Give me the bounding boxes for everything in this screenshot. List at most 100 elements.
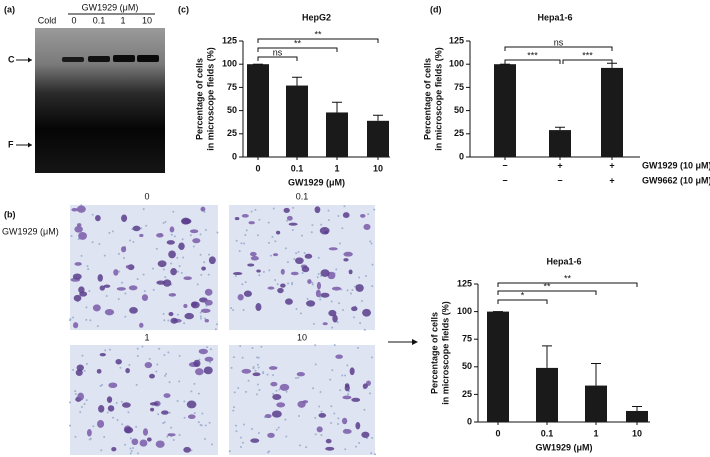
pore: [206, 346, 209, 349]
cell: [341, 417, 348, 425]
cell: [248, 221, 255, 225]
pore: [201, 412, 204, 415]
pore: [286, 219, 289, 222]
pore: [129, 437, 132, 440]
y-tick-label: 100: [222, 59, 237, 69]
pore: [358, 276, 361, 279]
pore: [155, 370, 158, 373]
pore: [299, 312, 302, 315]
pore: [244, 233, 247, 236]
pore: [245, 229, 248, 232]
cell: [183, 276, 192, 281]
cell: [86, 428, 92, 437]
cell: [125, 368, 130, 374]
x-axis-label: GW1929 (μM): [288, 177, 345, 187]
cell: [195, 368, 204, 376]
condition-sign: −: [502, 160, 507, 170]
pore: [164, 374, 167, 377]
pore: [204, 228, 207, 231]
pore: [314, 416, 317, 419]
pore: [183, 322, 186, 325]
pore: [172, 439, 175, 442]
error-bar: [542, 345, 552, 368]
pore: [266, 373, 269, 376]
cell: [342, 212, 350, 219]
pore: [272, 392, 275, 395]
cell: [97, 419, 105, 428]
pore: [130, 449, 133, 452]
cell: [302, 400, 309, 404]
cell: [73, 322, 79, 329]
cell: [181, 218, 192, 224]
pore: [99, 385, 102, 388]
cell: [256, 269, 261, 273]
pore: [292, 206, 295, 209]
pore: [80, 406, 83, 409]
y-tick-label: 100: [449, 59, 464, 69]
pore: [176, 256, 179, 259]
pore: [178, 265, 181, 268]
cell: [178, 242, 185, 251]
pore: [132, 447, 135, 450]
cell: [204, 356, 214, 362]
free-label: F: [8, 139, 14, 149]
x-tick-label: 10: [632, 428, 642, 438]
pore: [349, 292, 352, 295]
cell: [124, 426, 134, 434]
cell: [169, 226, 175, 233]
y-axis-label: in microscope fields (%): [433, 47, 443, 151]
cell: [252, 372, 261, 377]
pore: [199, 233, 202, 236]
pore: [74, 393, 77, 396]
gel-band: [88, 56, 110, 62]
pore: [124, 315, 127, 318]
pore: [251, 427, 254, 430]
pore: [314, 433, 317, 436]
cell: [351, 306, 358, 312]
cell: [77, 392, 85, 401]
pore: [337, 423, 340, 426]
pore: [129, 239, 132, 242]
treatment-label: GW1929 (μM): [2, 226, 59, 236]
cell: [79, 291, 88, 297]
pore: [243, 423, 246, 426]
field-label: 10: [297, 332, 307, 342]
cell: [267, 286, 275, 290]
cell: [125, 265, 131, 269]
pore: [291, 281, 294, 284]
cell: [276, 230, 281, 235]
cell: [280, 268, 285, 275]
cell: [304, 253, 313, 259]
y-tick-label: 0: [232, 151, 237, 161]
cell: [343, 258, 349, 262]
pore: [98, 242, 101, 245]
pore: [258, 274, 261, 277]
cell: [290, 271, 299, 276]
pore: [258, 218, 261, 221]
cell: [247, 263, 255, 267]
lane-label: 0.1: [93, 15, 106, 25]
cell: [342, 395, 352, 400]
cell: [204, 299, 213, 306]
cell: [156, 280, 166, 285]
cell: [361, 431, 370, 438]
cell: [315, 289, 321, 298]
pore: [276, 283, 279, 286]
cell: [324, 230, 329, 235]
pore: [121, 281, 124, 284]
cell: [184, 312, 194, 320]
pore: [92, 425, 95, 428]
pore: [164, 276, 167, 279]
pore: [85, 318, 88, 321]
pore: [170, 233, 173, 236]
error-bar: [632, 406, 642, 411]
pore: [209, 348, 212, 351]
pore: [338, 302, 341, 305]
cell: [276, 402, 286, 408]
lane-label: 10: [142, 15, 152, 25]
pore: [112, 416, 115, 419]
pore: [250, 210, 253, 213]
pore: [343, 205, 346, 208]
pore: [260, 345, 263, 348]
pore: [355, 445, 358, 448]
